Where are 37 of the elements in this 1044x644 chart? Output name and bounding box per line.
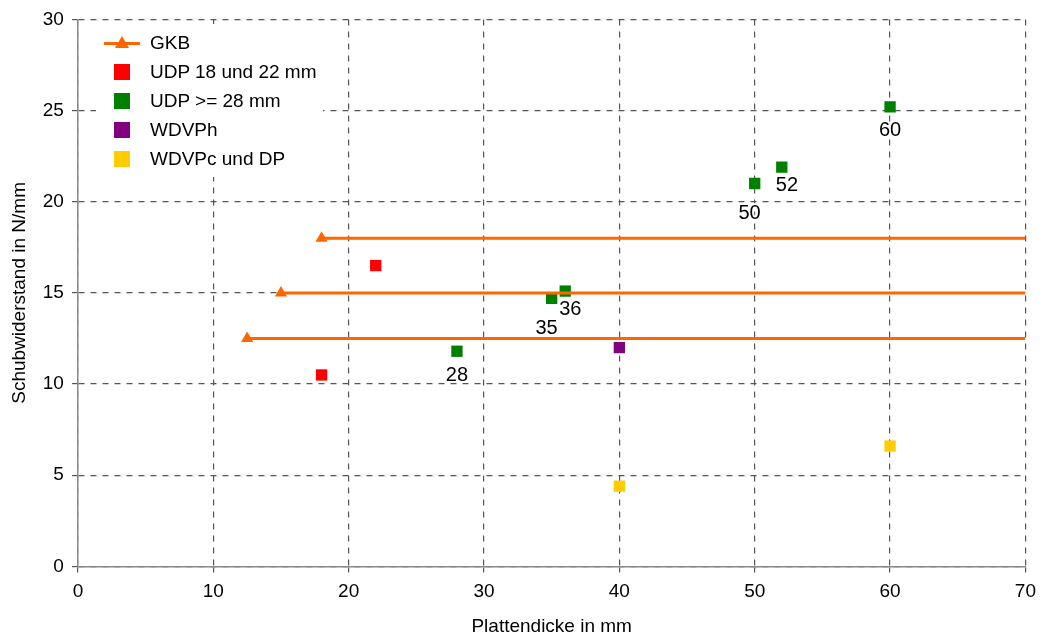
- legend-label: WDVPh: [150, 118, 218, 141]
- point: [776, 161, 788, 173]
- annotation: 50: [738, 201, 761, 224]
- point: [884, 440, 896, 452]
- x-tick-label: 50: [744, 580, 766, 602]
- y-tick-label: 30: [42, 7, 64, 29]
- point: [613, 341, 626, 354]
- point: [315, 369, 328, 381]
- legend-label: WDVPc und DP: [150, 147, 286, 170]
- y-tick-label: 10: [42, 372, 64, 394]
- x-tick-label: 10: [202, 580, 224, 602]
- y-tick-label: 5: [53, 463, 64, 485]
- legend-label: UDP >= 28 mm: [150, 89, 281, 112]
- legend-label: UDP 18 und 22 mm: [150, 60, 317, 83]
- legend-label: GKB: [150, 31, 191, 54]
- x-tick-label: 20: [338, 580, 360, 602]
- point: [613, 480, 626, 492]
- x-axis-title: Plattendicke in mm: [471, 614, 632, 636]
- y-tick-label: 15: [42, 281, 64, 303]
- point: [451, 345, 463, 357]
- y-tick-label: 25: [42, 98, 64, 120]
- x-tick-label: 30: [473, 580, 495, 602]
- y-tick-label: 20: [42, 189, 64, 211]
- annotation: 60: [878, 118, 902, 141]
- point: [370, 259, 382, 272]
- annotation: 52: [775, 172, 799, 195]
- x-tick-label: 40: [608, 580, 630, 602]
- x-tick-label: 70: [1014, 580, 1036, 602]
- annotation: 35: [535, 315, 558, 338]
- x-tick-label: 60: [879, 580, 901, 602]
- point: [884, 101, 896, 113]
- annotation: 36: [559, 296, 582, 319]
- annotation: 28: [445, 362, 469, 385]
- x-tick-label: 0: [72, 580, 84, 602]
- y-axis-title: Schubwiderstand in N/mm: [7, 182, 29, 404]
- point: [749, 177, 761, 190]
- y-tick-label: 0: [53, 554, 64, 576]
